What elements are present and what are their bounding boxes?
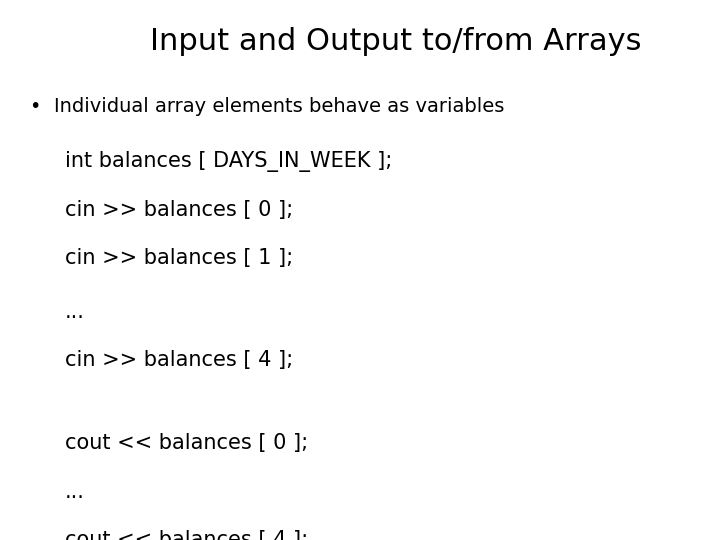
Text: ...: ...	[65, 302, 85, 322]
Text: Individual array elements behave as variables: Individual array elements behave as vari…	[54, 97, 505, 116]
Text: cin >> balances [ 0 ];: cin >> balances [ 0 ];	[65, 200, 293, 220]
Text: Input and Output to/from Arrays: Input and Output to/from Arrays	[150, 27, 642, 56]
Text: cout << balances [ 4 ];: cout << balances [ 4 ];	[65, 530, 308, 540]
Text: •: •	[29, 97, 40, 116]
Text: int balances [ DAYS_IN_WEEK ];: int balances [ DAYS_IN_WEEK ];	[65, 151, 392, 172]
Text: ...: ...	[65, 482, 85, 502]
Text: cin >> balances [ 4 ];: cin >> balances [ 4 ];	[65, 350, 293, 370]
Text: cin >> balances [ 1 ];: cin >> balances [ 1 ];	[65, 248, 293, 268]
Text: cout << balances [ 0 ];: cout << balances [ 0 ];	[65, 433, 308, 453]
